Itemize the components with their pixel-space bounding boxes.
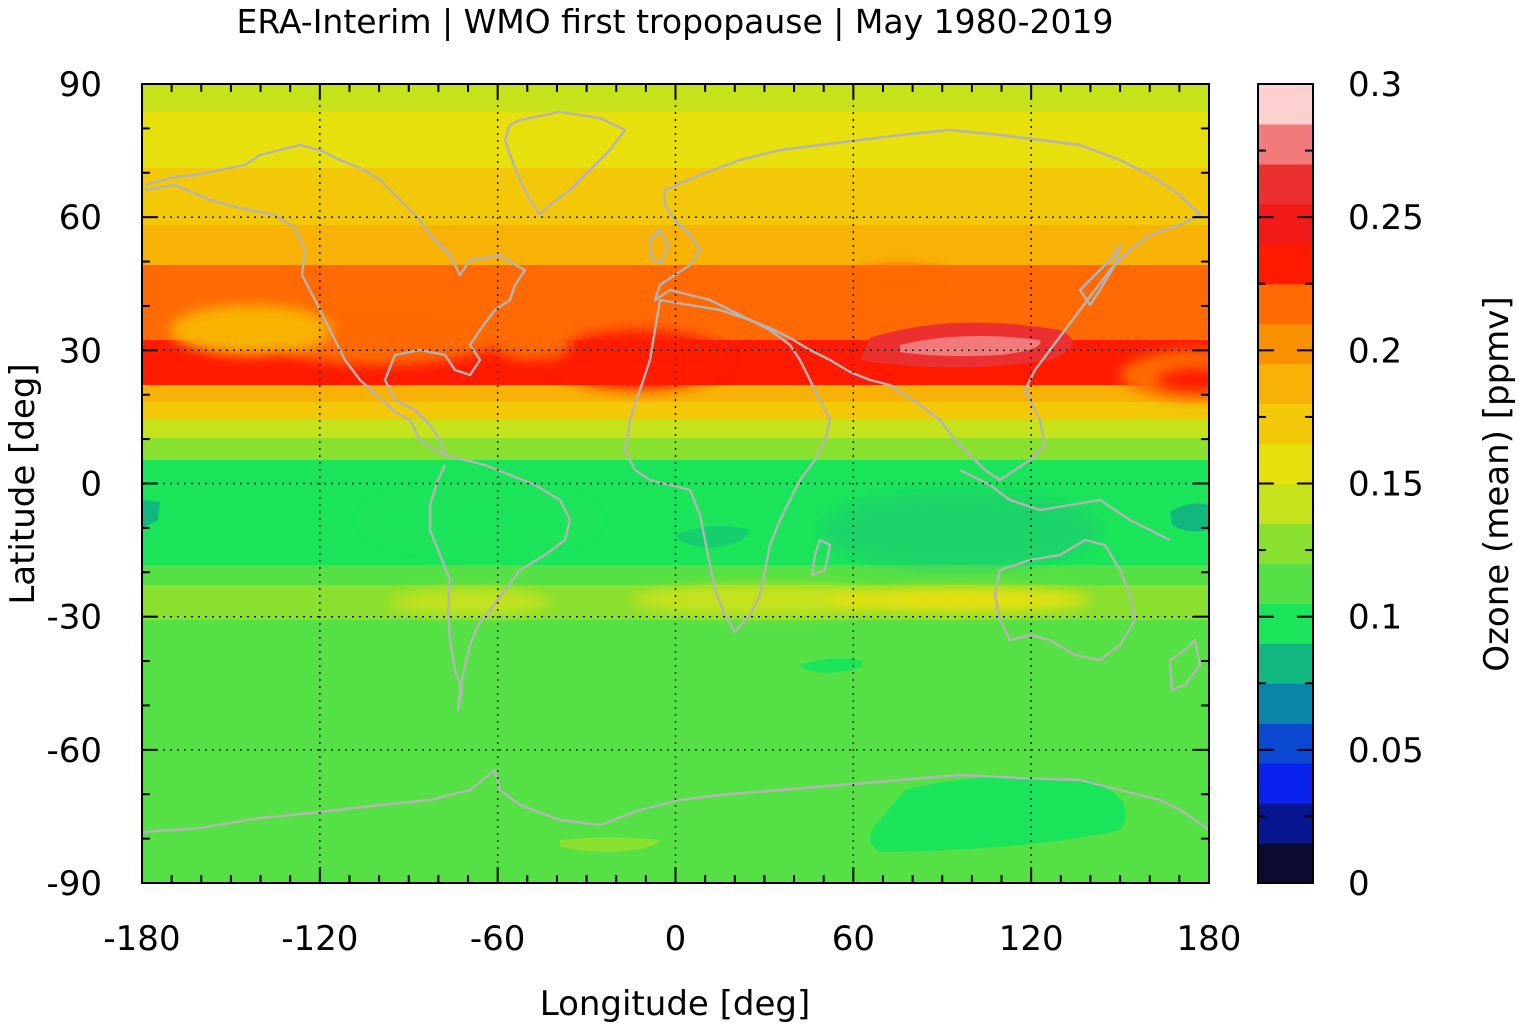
colorbar-segment [1258, 243, 1313, 285]
contour-dateline-min [142, 500, 160, 528]
colorbar-segment [1258, 763, 1313, 804]
colorbar-segment [1258, 843, 1313, 884]
colorbar-segment [1258, 403, 1313, 445]
colorbar-segment [1258, 323, 1313, 365]
x-tick-label: 120 [999, 919, 1064, 959]
axis-ticks [141, 83, 1210, 884]
blob-asia-north [840, 265, 960, 305]
coast-australia [993, 538, 1137, 662]
blob-indian-ocean [820, 490, 1100, 570]
y-tick-label: 60 [59, 198, 102, 238]
colorbar-tick-label: 0.15 [1348, 465, 1424, 505]
coast-indonesia [959, 468, 1171, 542]
y-tick-label: -90 [46, 864, 102, 904]
colorbar-ticks [1258, 83, 1313, 884]
contour-southern-ocean [560, 837, 660, 852]
grid [142, 84, 1209, 883]
colorbar-segment [1258, 723, 1313, 764]
x-axis-label: Longitude [deg] [540, 984, 811, 1024]
colorbar-segment [1258, 163, 1313, 205]
colorbar-segment [1258, 523, 1313, 564]
blob-pacific-orange [170, 305, 330, 355]
coast-africa [623, 298, 832, 634]
blob-south-atlantic [390, 590, 550, 614]
colorbar-segment [1258, 683, 1313, 724]
contour-antarctic [870, 776, 1126, 852]
coast-uk [648, 228, 670, 264]
colorbar [1258, 84, 1313, 884]
ozone-map [142, 84, 1209, 883]
x-tick-label: 60 [832, 919, 875, 959]
colorbar-segment [1258, 123, 1313, 165]
contour-pacific-min [1170, 503, 1209, 532]
y-tick-label: 90 [59, 65, 102, 105]
coast-madagascar [810, 538, 832, 577]
colorbar-segment [1258, 84, 1313, 125]
blob-mid-atlantic [490, 320, 570, 360]
blob-pacific-east-core [1155, 366, 1209, 394]
blob-south-africa [630, 585, 910, 615]
colorbar-segment [1258, 603, 1313, 644]
colorbar-segment [1258, 203, 1313, 245]
colorbar-tick-label: 0.25 [1348, 198, 1424, 238]
blob-south-america [360, 485, 600, 555]
x-tick-label: -180 [103, 919, 180, 959]
y-tick-label: -30 [46, 598, 102, 638]
blob-atlantic-jet [550, 330, 730, 390]
contour-south-indian-ocean [800, 658, 863, 673]
y-tick-labels: 90 60 30 0 -30 -60 -90 [46, 65, 102, 904]
coast-antarctica [142, 768, 1209, 834]
coast-north-america [144, 143, 527, 457]
coast-south-america [428, 453, 572, 712]
colorbar-segment [1258, 483, 1313, 525]
x-tick-label: -120 [281, 919, 358, 959]
band-tropic-north-2 [142, 420, 1209, 442]
colorbar-segment [1258, 363, 1313, 405]
colorbar-tick-label: 0.3 [1348, 65, 1402, 105]
coast-new-zealand [1168, 638, 1202, 692]
x-tick-label: 180 [1177, 919, 1242, 959]
blob-pacific-jet [250, 295, 510, 365]
blob-south-indian [830, 588, 1090, 612]
colorbar-tick-label: 0.05 [1348, 731, 1424, 771]
colorbar-label: Ozone (mean) [ppmv] [1477, 296, 1517, 671]
coast-greenland [503, 110, 627, 217]
contour-asia-peak [900, 336, 1041, 356]
coast-europe-asia [653, 128, 1202, 482]
colorbar-tick-label: 0.1 [1348, 598, 1402, 638]
x-tick-label: -60 [470, 919, 526, 959]
band-subtropic-edge [142, 385, 1209, 405]
y-tick-label: 0 [80, 465, 102, 505]
colorbar-tick-label: 0 [1348, 864, 1370, 904]
colorbar-segment [1258, 283, 1313, 325]
y-axis-label: Latitude [deg] [3, 363, 43, 604]
coast-japan [1078, 243, 1122, 307]
chart-title: ERA-Interim | WMO first tropopause | May… [236, 2, 1114, 41]
colorbar-segment [1258, 563, 1313, 604]
y-tick-label: -60 [46, 731, 102, 771]
colorbar-tick-label: 0.2 [1348, 331, 1402, 371]
coastlines [142, 110, 1209, 834]
colorbar-segment [1258, 803, 1313, 844]
y-tick-label: 30 [59, 331, 102, 371]
colorbar-segment [1258, 643, 1313, 684]
x-tick-labels: -180 -120 -60 0 60 120 180 [103, 919, 1241, 959]
x-tick-label: 0 [665, 919, 687, 959]
colorbar-segment [1258, 443, 1313, 485]
colorbar-tick-labels: 0.3 0.25 0.2 0.15 0.1 0.05 0 [1348, 65, 1424, 904]
contour-africa-min [675, 526, 750, 548]
